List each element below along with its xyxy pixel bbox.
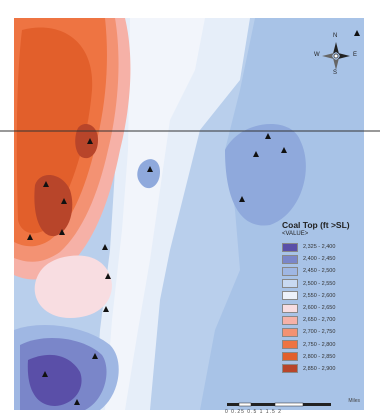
- legend-row: 2,600 - 2,650: [282, 302, 368, 314]
- legend-swatch: [282, 315, 298, 325]
- well-marker: [74, 399, 80, 405]
- well-marker: [105, 273, 111, 279]
- contour-high-peak-2: [75, 124, 98, 159]
- legend-row: 2,700 - 2,750: [282, 326, 368, 338]
- legend-swatch: [282, 352, 298, 362]
- well-marker: [61, 198, 67, 204]
- legend-swatch: [282, 327, 298, 337]
- legend-row: 2,450 - 2,500: [282, 265, 368, 277]
- legend-label: 2,700 - 2,750: [303, 329, 336, 336]
- legend-row: 2,550 - 2,600: [282, 290, 368, 302]
- contour-pale-band: [105, 18, 205, 410]
- well-marker: [239, 196, 245, 202]
- compass-west: W: [314, 52, 320, 58]
- legend-label: 2,800 - 2,850: [303, 353, 336, 360]
- legend-label: 2,750 - 2,800: [303, 341, 336, 348]
- legend-label: 2,325 - 2,400: [303, 244, 336, 251]
- scale-bar: Miles 0 0.25 0.5 1 1.5 2: [225, 398, 360, 416]
- legend-label: 2,450 - 2,500: [303, 268, 336, 275]
- compass-south: S: [333, 70, 338, 76]
- legend-label: 2,600 - 2,650: [303, 305, 336, 312]
- well-marker: [103, 306, 109, 312]
- well-marker: [42, 371, 48, 377]
- north-arrow: N S W E: [314, 33, 358, 76]
- legend-row: 2,325 - 2,400: [282, 241, 368, 253]
- legend-label: 2,400 - 2,450: [303, 256, 336, 263]
- well-marker: [87, 138, 93, 144]
- legend-title: Coal Top (ft >SL): [282, 220, 350, 230]
- well-marker: [27, 234, 33, 240]
- scale-bar-graphic: [227, 402, 331, 407]
- compass-north: N: [333, 33, 338, 39]
- legend-swatch: [282, 242, 298, 252]
- legend-row: 2,750 - 2,800: [282, 339, 368, 351]
- contour-center-low: [137, 159, 160, 189]
- scale-ticks: 0 0.25 0.5 1 1.5 2: [225, 409, 282, 415]
- well-marker: [102, 244, 108, 250]
- well-marker: [253, 151, 259, 157]
- legend-label: 2,550 - 2,600: [303, 292, 336, 299]
- legend-row: 2,500 - 2,550: [282, 278, 368, 290]
- legend-label: 2,850 - 2,900: [303, 365, 336, 372]
- well-marker: [265, 133, 271, 139]
- well-marker: [281, 147, 287, 153]
- legend-swatch: [282, 364, 298, 374]
- scale-unit: Miles: [348, 398, 360, 404]
- contour-low-3: [27, 354, 82, 406]
- legend-swatch: [282, 291, 298, 301]
- well-markers: [27, 30, 360, 405]
- legend-swatch: [282, 279, 298, 289]
- well-marker: [59, 229, 65, 235]
- legend-subtitle: <VALUE>: [282, 231, 309, 237]
- legend-swatch: [282, 266, 298, 276]
- contour-high-4: [16, 27, 93, 234]
- well-marker: [147, 166, 153, 172]
- legend-swatch: [282, 254, 298, 264]
- contour-right-low: [225, 123, 306, 226]
- legend-classes: 2,325 - 2,400 2,400 - 2,450 2,450 - 2,500 2…: [282, 241, 368, 375]
- legend-row: 2,850 - 2,900: [282, 363, 368, 375]
- legend-label: 2,500 - 2,550: [303, 280, 336, 287]
- legend-row: 2,400 - 2,450: [282, 253, 368, 265]
- contour-transition: [34, 255, 112, 318]
- legend-row: 2,650 - 2,700: [282, 314, 368, 326]
- legend-swatch: [282, 340, 298, 350]
- well-marker: [92, 353, 98, 359]
- well-marker: [43, 181, 49, 187]
- legend: Coal Top (ft >SL) <VALUE> 2,325 - 2,400 2…: [282, 220, 368, 400]
- legend-row: 2,800 - 2,850: [282, 351, 368, 363]
- compass-east: E: [353, 52, 358, 58]
- contour-high-peak-1: [34, 174, 73, 237]
- well-marker: [354, 30, 360, 36]
- legend-swatch: [282, 303, 298, 313]
- compass-rose-icon: [322, 42, 350, 70]
- legend-label: 2,650 - 2,700: [303, 317, 336, 324]
